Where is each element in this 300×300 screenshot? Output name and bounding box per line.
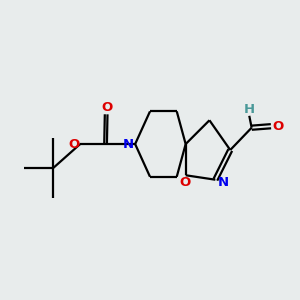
Text: N: N (123, 138, 134, 151)
Text: O: O (179, 176, 191, 189)
Text: H: H (244, 103, 255, 116)
Text: O: O (102, 101, 113, 114)
Text: O: O (68, 138, 79, 151)
Text: N: N (218, 176, 229, 189)
Text: O: O (272, 120, 283, 133)
